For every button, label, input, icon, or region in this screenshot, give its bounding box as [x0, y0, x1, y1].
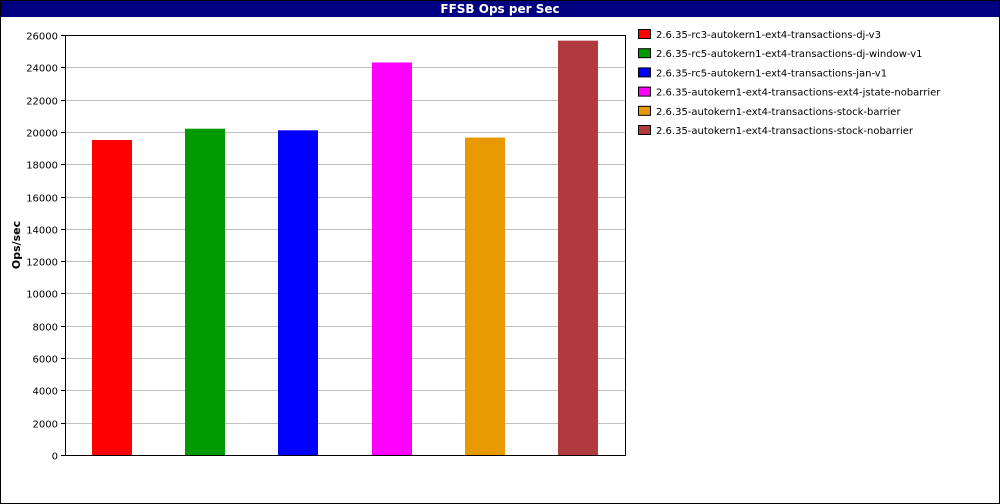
legend-label: 2.6.35-autokern1-ext4-transactions-ext4-…	[656, 88, 941, 99]
legend-swatch	[638, 125, 651, 135]
legend: 2.6.35-rc3-autokern1-ext4-transactions-d…	[638, 29, 941, 137]
y-tick-label: 20000	[26, 129, 58, 140]
bar	[92, 140, 132, 455]
legend-label: 2.6.35-rc3-autokern1-ext4-transactions-d…	[656, 30, 881, 41]
bar	[465, 137, 505, 456]
y-tick-label: 18000	[26, 161, 58, 172]
y-tick-label: 16000	[26, 194, 58, 205]
legend-label: 2.6.35-autokern1-ext4-transactions-stock…	[656, 107, 901, 118]
legend-swatch	[638, 48, 651, 59]
y-axis-ticks: 0 2000 4000 6000 8000 10000 12000 14000 16000 180…	[26, 32, 65, 463]
y-tick-label: 4000	[33, 387, 58, 398]
bar	[372, 62, 412, 455]
legend-swatch	[638, 86, 651, 97]
y-tick-label: 22000	[26, 97, 58, 108]
legend-label: 2.6.35-rc5-autokern1-ext4-transactions-j…	[656, 68, 887, 79]
y-tick-label: 6000	[33, 355, 58, 366]
bar	[558, 40, 598, 456]
y-tick-label: 12000	[26, 258, 58, 269]
y-tick-label: 26000	[26, 32, 58, 43]
y-tick-label: 10000	[26, 290, 58, 301]
y-tick-label: 8000	[33, 323, 58, 334]
y-axis-label: Ops/sec	[10, 221, 23, 269]
legend-swatch	[638, 29, 651, 39]
y-tick-label: 0	[52, 452, 58, 463]
chart-title: FFSB Ops per Sec	[1, 1, 999, 17]
y-tick-label: 2000	[33, 420, 58, 431]
bar	[185, 128, 225, 455]
bars-group	[92, 40, 598, 456]
y-tick-label: 24000	[26, 64, 58, 75]
legend-swatch	[638, 105, 651, 116]
y-tick-label: 14000	[26, 226, 58, 237]
plot-area-border	[65, 35, 626, 456]
bar	[278, 130, 318, 456]
legend-swatch	[638, 67, 651, 78]
grid-lines	[65, 35, 625, 424]
legend-label: 2.6.35-rc5-autokern1-ext4-transactions-d…	[656, 49, 923, 60]
legend-label: 2.6.35-autokern1-ext4-transactions-stock…	[656, 126, 914, 137]
